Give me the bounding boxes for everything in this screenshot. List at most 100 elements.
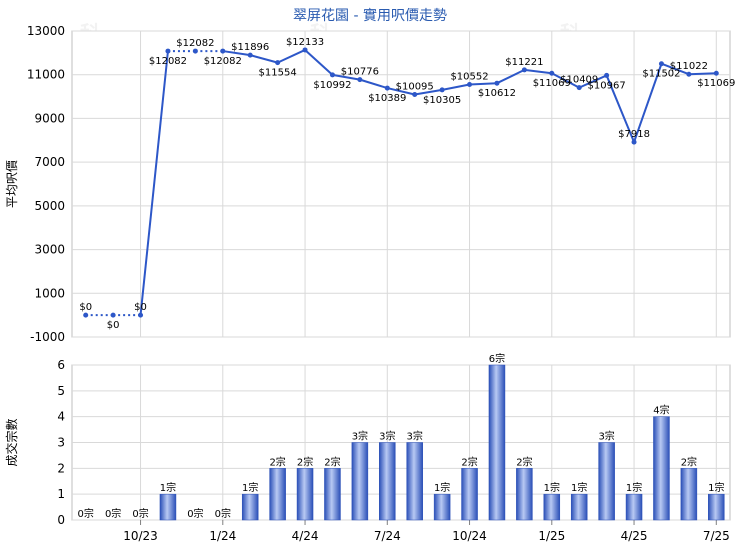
volume-data-label: 1宗 (708, 481, 724, 494)
price-data-label: $12082 (204, 56, 242, 67)
price-data-label: $11069 (533, 78, 571, 89)
volume-bar (269, 468, 286, 521)
volume-bar-plot: 6 5 4 3 2 1 0 10/23 1/24 4/24 7/24 10/24 1/25 4/25 7/2… (4, 352, 731, 543)
price-data-label: $10305 (423, 95, 461, 106)
price-data-label: $10992 (313, 80, 351, 91)
volume-data-label: 2宗 (681, 455, 697, 468)
price-data-label: $11502 (642, 69, 680, 80)
top-y-tick-label: 9000 (34, 111, 65, 125)
volume-bar (406, 442, 423, 521)
top-plot-frame (71, 30, 731, 338)
price-line-segment (249, 54, 278, 64)
price-line-segment (496, 68, 525, 85)
volume-bar (680, 468, 698, 521)
price-data-label: $10409 (560, 75, 598, 86)
volume-data-label: 3宗 (407, 430, 423, 443)
price-point (165, 48, 171, 54)
price-point (658, 61, 664, 67)
volume-bar (241, 493, 259, 521)
price-line-segment (304, 49, 334, 76)
price-point (412, 91, 418, 97)
price-point (576, 85, 582, 91)
x-tick-label: 7/24 (374, 529, 401, 543)
chart-title: 翠屏花園 - 實用呎價走勢 (293, 7, 447, 24)
price-line-segment (277, 49, 306, 64)
volume-data-label: 2宗 (269, 455, 285, 468)
price-data-label: $11554 (259, 68, 297, 79)
volume-data-label: 0宗 (132, 507, 148, 520)
price-data-label: $12082 (149, 56, 187, 67)
volume-data-label: 0宗 (105, 507, 121, 520)
price-point (713, 70, 719, 76)
price-data-label: $12082 (176, 38, 214, 49)
top-y-tick-label: 3000 (34, 243, 65, 257)
volume-data-label: 3宗 (352, 430, 368, 443)
volume-bar (625, 493, 643, 521)
price-line-segment (441, 83, 470, 91)
price-point (275, 60, 281, 66)
top-y-tick-label: 7000 (34, 155, 65, 169)
price-data-label: $0 (107, 320, 120, 331)
volume-data-label: 1宗 (626, 481, 642, 494)
bottom-y-tick-label: 3 (57, 436, 65, 450)
price-point (192, 48, 198, 54)
volume-bar (598, 442, 615, 521)
volume-bar (708, 493, 725, 521)
volume-bar (159, 493, 177, 521)
volume-data-label: 0宗 (78, 507, 94, 520)
price-point (357, 77, 363, 83)
top-y-tick-label: -1000 (30, 330, 65, 344)
x-tick-label: 4/25 (621, 529, 648, 543)
price-point (549, 70, 555, 76)
volume-data-label: 1宗 (160, 481, 176, 494)
x-tick-label: 10/23 (123, 529, 158, 543)
price-data-label: $7918 (618, 129, 650, 140)
price-point (110, 312, 116, 318)
price-line-segment (551, 72, 580, 89)
volume-bar (461, 468, 478, 521)
price-data-label: $10967 (588, 80, 626, 91)
price-line-segment (578, 74, 608, 89)
volume-data-label: 3宗 (598, 430, 614, 443)
price-line-segment (359, 78, 388, 90)
volume-data-label: 1宗 (434, 481, 450, 494)
bottom-y-tick-label: 1 (57, 487, 65, 501)
top-y-tick-label: 13000 (27, 24, 65, 38)
price-line-segment (222, 50, 251, 57)
price-line-plot: 13000 11000 9000 7000 5000 3000 1000 -1000 平均呎價 $… (5, 24, 735, 344)
volume-bar (543, 493, 561, 521)
price-line-segment (661, 62, 690, 76)
volume-bar (488, 364, 506, 521)
volume-bar (324, 468, 341, 521)
volume-bar (296, 468, 314, 521)
volume-data-label: 2宗 (324, 455, 340, 468)
price-point (247, 52, 253, 58)
x-tick-label: 7/25 (703, 529, 730, 543)
volume-data-label: 1宗 (571, 481, 587, 494)
price-data-label: $10389 (368, 93, 406, 104)
price-line-segment (469, 82, 498, 86)
price-data-label: $0 (79, 302, 92, 313)
price-line-segment (414, 88, 443, 96)
price-data-label: $11069 (697, 78, 735, 89)
bottom-y-tick-label: 4 (57, 410, 65, 424)
price-point (439, 87, 445, 93)
price-data-label: $12133 (286, 37, 324, 48)
volume-data-label: 3宗 (379, 430, 395, 443)
top-y-tick-label: 5000 (34, 199, 65, 213)
volume-data-label: 1宗 (242, 481, 258, 494)
x-tick-label: 1/24 (209, 529, 236, 543)
bottom-y-tick-label: 0 (57, 513, 65, 527)
volume-data-label: 0宗 (187, 507, 203, 520)
top-y-tick-label: 1000 (34, 286, 65, 300)
top-y-axis-label: 平均呎價 (5, 160, 19, 208)
price-data-label: $11896 (231, 42, 269, 53)
volume-bar (516, 468, 533, 521)
price-line-segment (387, 87, 415, 96)
x-tick-label: 1/25 (538, 529, 565, 543)
x-tick-label: 10/24 (452, 529, 487, 543)
price-line-segment (332, 73, 361, 81)
volume-data-label: 0宗 (215, 507, 231, 520)
bottom-y-tick-label: 5 (57, 384, 65, 398)
